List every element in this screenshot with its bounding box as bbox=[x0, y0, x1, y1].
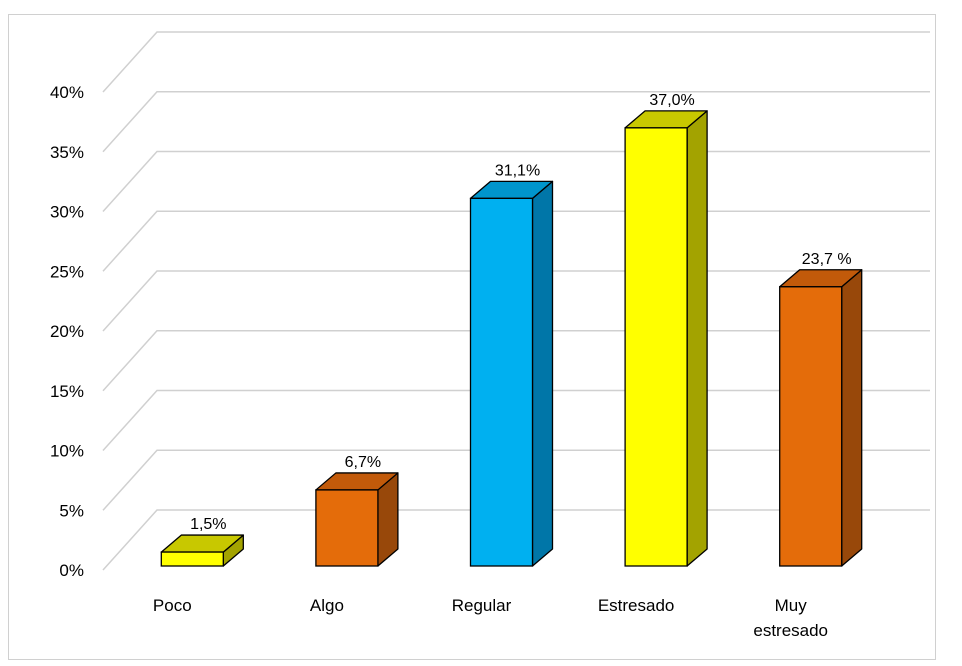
bar-front bbox=[315, 489, 379, 567]
x-category-label: Muy bbox=[775, 596, 808, 615]
x-category-label: estresado bbox=[753, 621, 828, 640]
bar-side bbox=[841, 269, 863, 567]
x-category-label: Algo bbox=[310, 596, 344, 615]
y-tick-label: 30% bbox=[50, 203, 84, 222]
bar-front bbox=[469, 197, 534, 567]
x-category-label: Poco bbox=[153, 596, 192, 615]
gridline bbox=[102, 91, 930, 153]
data-label: 1,5% bbox=[190, 516, 226, 533]
data-label: 31,1% bbox=[495, 162, 540, 179]
bar bbox=[315, 472, 399, 567]
bar-side bbox=[531, 180, 554, 567]
y-axis-ticks: 0% 5% 10% 15% 20% 25% 30% 35% 40% bbox=[50, 83, 84, 580]
bar-side bbox=[686, 110, 708, 567]
x-category-label: Estresado bbox=[598, 596, 675, 615]
bar bbox=[469, 180, 554, 567]
data-label: 23,7 % bbox=[802, 251, 852, 268]
bar-front bbox=[160, 551, 224, 567]
data-label: 37,0% bbox=[649, 92, 694, 109]
bar bbox=[624, 110, 708, 567]
data-label: 6,7% bbox=[345, 454, 381, 471]
x-axis-categories: Poco Algo Regular Estresado Muy estresado bbox=[153, 596, 828, 640]
bar-front bbox=[779, 286, 843, 567]
bar bbox=[779, 269, 863, 567]
y-tick-label: 40% bbox=[50, 83, 84, 102]
y-tick-label: 15% bbox=[50, 382, 84, 401]
y-tick-label: 20% bbox=[50, 322, 84, 341]
data-labels: 1,5% 6,7% 31,1% 37,0% 23,7 % bbox=[190, 92, 852, 533]
bar bbox=[160, 534, 244, 567]
bar-front bbox=[624, 127, 688, 567]
y-tick-label: 10% bbox=[50, 442, 84, 461]
y-tick-label: 0% bbox=[59, 561, 84, 580]
gridline bbox=[102, 31, 930, 93]
y-tick-label: 25% bbox=[50, 262, 84, 281]
y-tick-label: 5% bbox=[59, 501, 84, 520]
y-tick-label: 35% bbox=[50, 143, 84, 162]
chart-frame bbox=[8, 14, 936, 660]
x-category-label: Regular bbox=[452, 596, 512, 615]
bars bbox=[160, 110, 863, 567]
